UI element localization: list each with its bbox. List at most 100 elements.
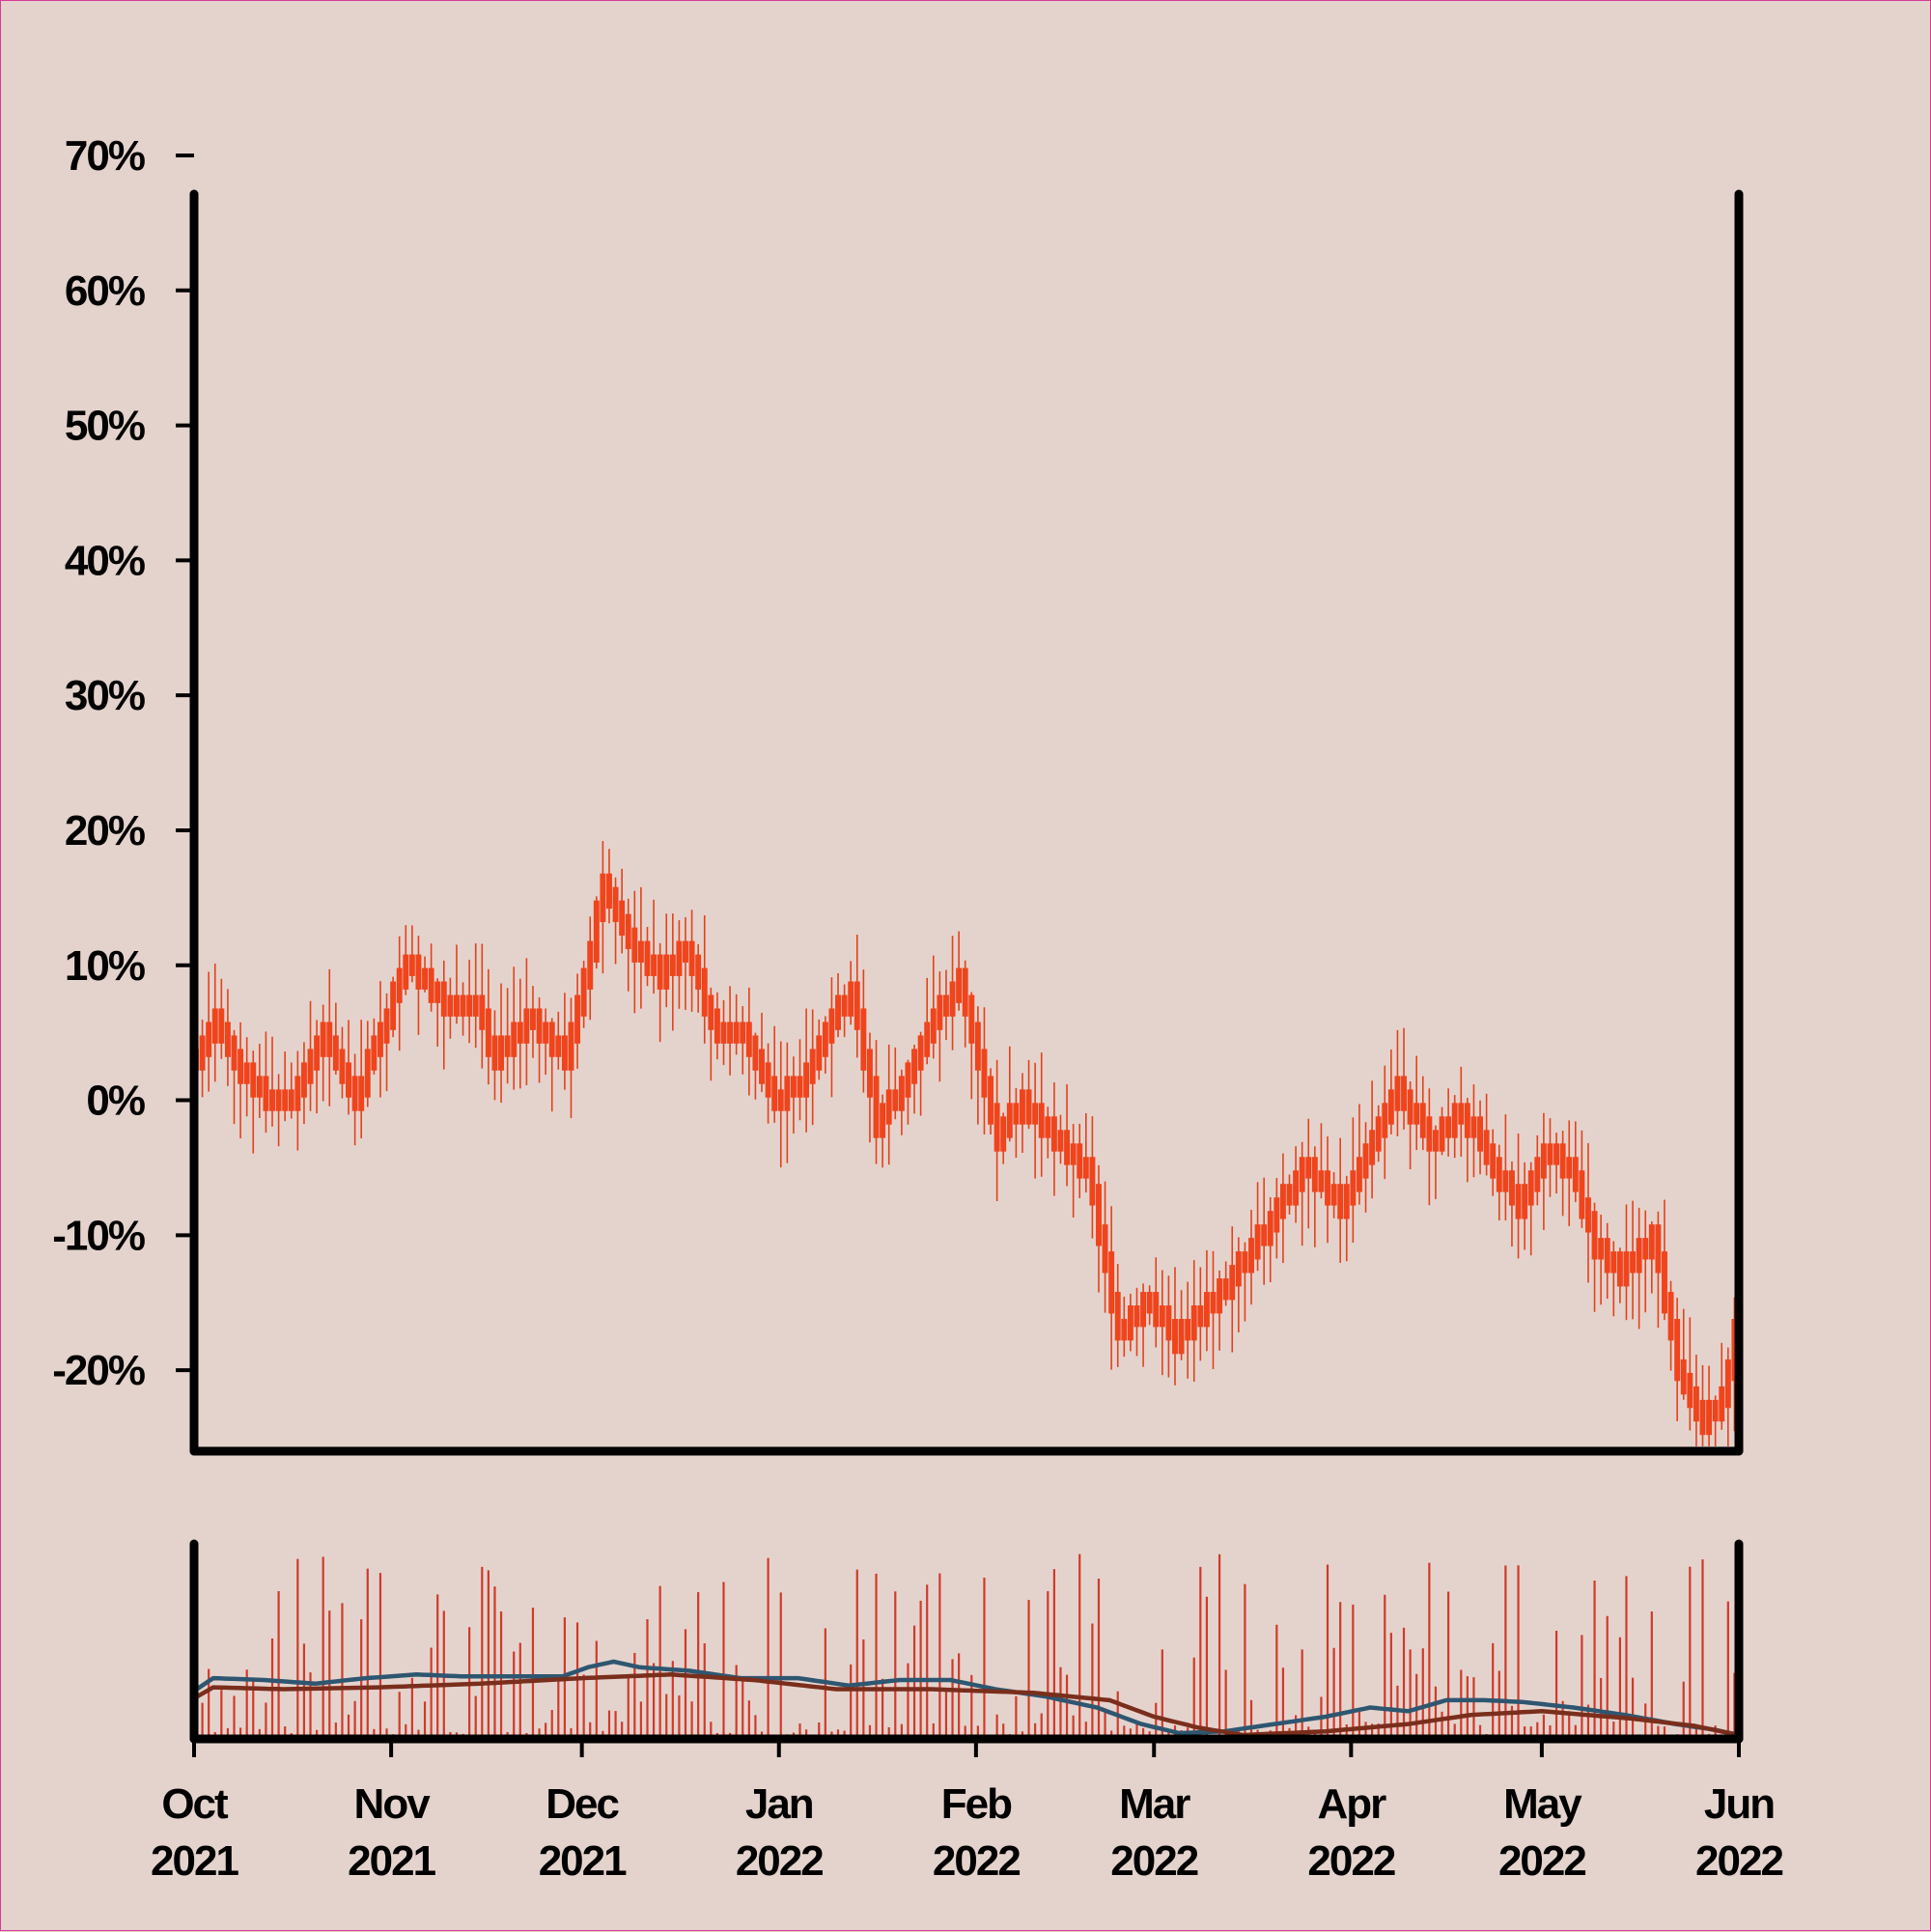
candle-body (1325, 1170, 1330, 1206)
candle-body (720, 1022, 727, 1044)
y-tick-label: 70% (65, 132, 145, 180)
candle-body (873, 1076, 880, 1138)
candle-body (1369, 1130, 1376, 1165)
candle-body (491, 1035, 498, 1071)
candle-body (911, 1049, 917, 1084)
x-tick-label-month: Nov (354, 1780, 432, 1828)
candle-body (854, 981, 860, 1030)
y-tick-label: -10% (52, 1212, 145, 1259)
candle-body (1197, 1305, 1204, 1328)
axes-frame (189, 189, 1744, 1744)
candle-body (1165, 1305, 1172, 1341)
candle-body (453, 994, 460, 1017)
candle-body (1210, 1292, 1217, 1314)
candle-body (777, 1089, 784, 1111)
candle-body (1077, 1143, 1083, 1179)
candle-body (822, 1022, 828, 1057)
candle-body (466, 994, 473, 1017)
candle-body (1293, 1170, 1300, 1206)
candle-body (898, 1076, 905, 1111)
candle-body (504, 1035, 511, 1057)
volume-ma-short-line (192, 1659, 1740, 1738)
candle-body (790, 1076, 797, 1098)
candle-body (300, 1062, 307, 1098)
candle-body (269, 1089, 275, 1111)
x-tick-label-year: 2021 (348, 1837, 435, 1885)
candle-body (574, 994, 581, 1044)
x-tick-label-year: 2022 (1498, 1837, 1585, 1885)
candle-body (1401, 1076, 1407, 1111)
candles (193, 840, 1738, 1446)
candle-body (587, 940, 594, 990)
candle-body (1045, 1116, 1051, 1138)
candle-body (263, 1076, 269, 1111)
candle-body (530, 1008, 536, 1030)
candle-body (403, 954, 409, 990)
candle-body (866, 1049, 873, 1098)
candle-body (1630, 1251, 1637, 1274)
candle-body (1534, 1157, 1541, 1192)
candle-body (1439, 1116, 1445, 1152)
candle-body (1559, 1143, 1566, 1179)
candle-body (1585, 1197, 1591, 1233)
candle-body (1610, 1251, 1617, 1274)
candle-body (1203, 1292, 1210, 1328)
candle-body (1121, 1319, 1128, 1341)
candle-body (1509, 1170, 1515, 1206)
candle-body (619, 900, 626, 936)
candle-body (1006, 1103, 1013, 1138)
candle-body (568, 1022, 574, 1071)
candle-body (962, 967, 968, 1017)
candle-body (981, 1049, 988, 1098)
x-tick-label-year: 2022 (933, 1837, 1020, 1885)
candle-body (657, 954, 663, 990)
candle-body (1553, 1143, 1560, 1165)
candle-body (1413, 1103, 1420, 1125)
candle-body (1547, 1143, 1553, 1165)
candle-body (993, 1103, 1000, 1152)
candle-body (708, 994, 714, 1030)
candle-body (771, 1076, 778, 1111)
candle-body (472, 994, 479, 1017)
candle-body (1706, 1399, 1713, 1436)
candle-body (1648, 1224, 1655, 1260)
candle-body (1591, 1211, 1598, 1260)
candle-body (1140, 1292, 1147, 1328)
candle-body (1527, 1170, 1534, 1206)
candle-body (1089, 1157, 1096, 1206)
candle-body (676, 940, 683, 976)
candle-body (695, 954, 702, 990)
candle-body (408, 954, 415, 976)
candle-body (390, 981, 397, 1030)
x-tick-label-month: Apr (1317, 1780, 1386, 1828)
candle-body (250, 1062, 257, 1098)
candle-body (1305, 1157, 1312, 1179)
candle-body (759, 1049, 765, 1084)
candle-body (1254, 1224, 1261, 1260)
candle-body (1432, 1130, 1439, 1152)
candle-body (1636, 1238, 1642, 1274)
candle-body (1013, 1103, 1020, 1125)
x-tick-label-month: Dec (546, 1780, 619, 1828)
candle-body (320, 1022, 326, 1057)
y-tick-label: 50% (65, 403, 145, 450)
candle-body (1248, 1238, 1254, 1274)
candle-body (206, 1022, 212, 1057)
candle-body (1387, 1089, 1394, 1125)
candle-body (1267, 1211, 1273, 1246)
candle-body (1667, 1292, 1674, 1341)
candle-body (745, 1022, 752, 1057)
candle-body (1419, 1103, 1426, 1138)
candle-body (1490, 1143, 1497, 1179)
candle-body (1070, 1143, 1077, 1165)
price-axis-ticks: 70% 60% 50% 40% 30% 20% 10% 0% -10% -20% (52, 132, 194, 1394)
candle-body (1445, 1116, 1452, 1138)
candle-body (511, 1022, 518, 1057)
candle-body (1451, 1103, 1458, 1138)
candle-body (523, 1008, 530, 1044)
candle-body (1566, 1157, 1573, 1179)
candle-body (1286, 1184, 1293, 1206)
candle-body (485, 1008, 491, 1057)
candle-body (1318, 1170, 1325, 1192)
